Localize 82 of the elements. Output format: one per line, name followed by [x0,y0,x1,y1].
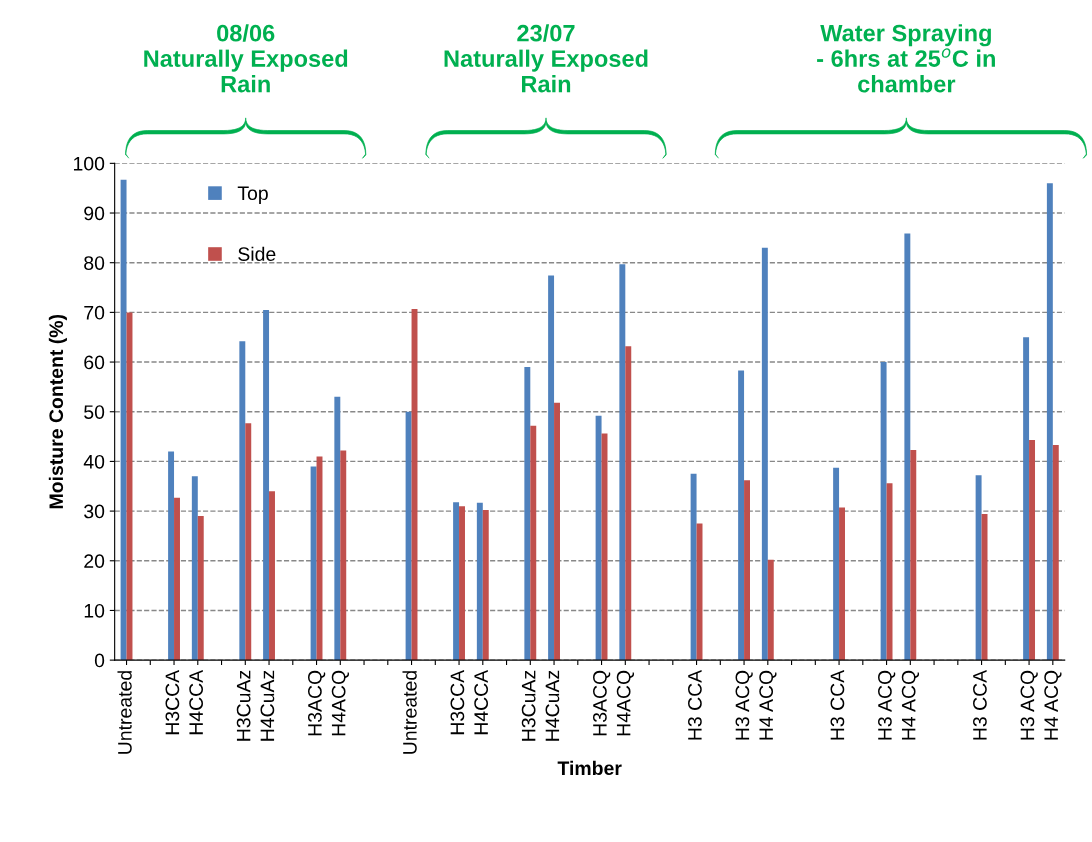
x-tick-label: H3 CCA [830,669,845,740]
bar [744,480,750,661]
bar [839,507,845,661]
x-tick-label: H3CCA [165,669,180,735]
text: Water Spraying - 6hrs at 25$^{o}$C in chamber [817,24,995,93]
x-tick-label: H4ACQ [331,670,349,736]
bar [530,425,537,661]
bar [554,402,560,661]
text: 23/07 Naturally Exposed Rain [444,24,648,93]
x-tick-label: H4CCA [189,669,204,735]
y-tick-label: 10 [84,603,105,618]
x-tick-label: H4 ACQ [901,670,920,740]
bar [548,275,555,661]
bar [619,264,626,661]
bar [168,451,175,661]
y-axis-title: Moisture Content (%) [48,314,67,509]
bar [880,362,887,661]
y-tick-label: 40 [83,454,105,469]
x-tick-label: H3 ACQ [1020,670,1038,740]
x-tick-label: H4CuAz [260,670,275,741]
y-tick-label: 90 [84,206,105,221]
bar [197,516,204,661]
bar [310,466,317,661]
x-tick-label: Untreated [402,671,417,754]
x-tick-label: H4CuAz [545,670,560,741]
bar [263,309,270,661]
x-tick-label: H3 CCA [688,669,702,740]
x-tick-label: H4CCA [474,669,489,735]
legend-label: Side [238,246,276,261]
bar [690,473,697,661]
bar [738,370,745,661]
bar [1046,183,1053,661]
bar [174,497,180,661]
x-tick-label: H3ACQ [593,670,611,736]
bar [453,502,460,661]
bar [1023,337,1030,661]
bar [482,510,489,661]
x-tick-label: H3 ACQ [735,670,753,740]
bar [1029,440,1036,661]
y-tick-label: 100 [73,156,105,171]
x-tick-label: Untreated [117,671,132,754]
y-tick-label: 60 [84,355,105,370]
bar [767,559,774,661]
text: 08/06 Naturally Exposed Rain [144,24,348,93]
bar [476,502,483,661]
bar [981,514,988,661]
bar [1052,445,1059,661]
x-tick-label: H3ACQ [307,670,326,736]
bar [334,396,341,661]
bar [904,233,911,661]
bar [405,411,412,661]
bar [120,179,127,661]
legend-label: Top [237,186,268,204]
bar [975,475,982,661]
bar [595,415,602,661]
bar [269,491,275,661]
y-tick-label: 50 [84,405,105,419]
x-tick-label: H3CuAz [521,670,536,741]
bar [910,449,917,661]
x-tick-label: H3 CCA [973,669,987,740]
x-tick-label: H3CuAz [236,670,251,741]
y-tick-label: 80 [84,256,105,270]
y-tick-label: 20 [84,554,105,569]
y-tick-label: 70 [84,305,105,320]
bar [524,367,531,661]
y-tick-label: 0 [94,653,105,668]
bar [886,483,893,661]
bar [833,467,840,661]
x-tick-label: H4 ACQ [1044,670,1062,740]
x-axis-title: Timber [557,760,622,776]
bar [239,341,246,661]
bar [761,247,768,661]
y-tick-label: 30 [84,504,105,519]
bar [625,346,632,661]
x-tick-label: H4 ACQ [759,670,777,740]
bar [191,476,198,661]
x-tick-label: H3 ACQ [878,670,896,740]
x-tick-label: H3CCA [450,669,465,735]
bar [340,450,347,661]
bar [459,506,465,661]
x-tick-label: H4ACQ [616,670,635,736]
bar [245,423,252,661]
